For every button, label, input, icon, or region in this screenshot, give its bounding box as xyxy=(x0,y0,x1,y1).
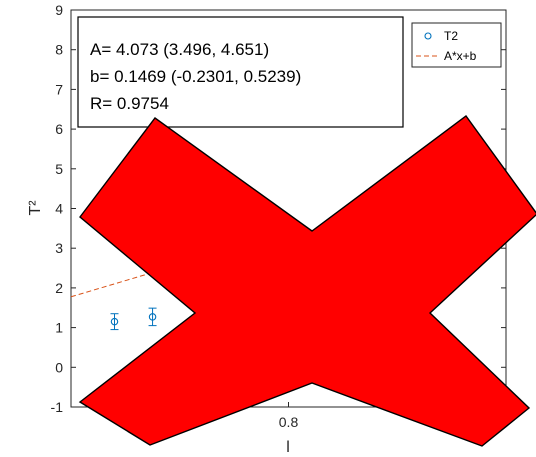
y-tick-label: 7 xyxy=(55,81,63,97)
y-tick-label: 4 xyxy=(55,201,63,217)
y-tick-label: 5 xyxy=(55,161,63,177)
legend-marker-t2 xyxy=(424,32,432,40)
legend-label-fit: A*x+b xyxy=(444,49,477,63)
legend-frame xyxy=(411,22,502,68)
y-tick-label: 9 xyxy=(55,2,63,18)
x-tick-label: 0.8 xyxy=(279,414,299,430)
red-x-overlay xyxy=(78,115,536,447)
annotation-box-frame xyxy=(77,16,404,128)
x-ticks: 0.8 xyxy=(279,402,299,430)
y-tick-label: 1 xyxy=(55,320,63,336)
y-tick-label: 2 xyxy=(55,280,63,296)
annotation-box: A= 4.073 (3.496, 4.651) b= 0.1469 (-0.23… xyxy=(77,16,404,128)
y-tick-label: 3 xyxy=(55,240,63,256)
legend: T2 A*x+b xyxy=(411,22,502,68)
y-tick-label: 8 xyxy=(55,42,63,58)
annotation-line-b: b= 0.1469 (-0.2301, 0.5239) xyxy=(90,67,301,86)
y-tick-label: 0 xyxy=(55,359,63,375)
annotation-line-r: R= 0.9754 xyxy=(90,94,169,113)
y-ticks: -1 0 1 2 3 4 5 6 7 8 9 xyxy=(51,2,506,415)
y-tick-label: 6 xyxy=(55,121,63,137)
y-tick-label: -1 xyxy=(51,399,64,415)
data-point xyxy=(110,317,119,326)
legend-label-t2: T2 xyxy=(444,29,458,43)
data-point xyxy=(148,313,157,321)
y-axis-label: T² xyxy=(27,200,44,216)
x-axis-label: l xyxy=(286,439,290,456)
t2-series xyxy=(110,307,157,331)
annotation-line-a: A= 4.073 (3.496, 4.651) xyxy=(90,40,269,59)
